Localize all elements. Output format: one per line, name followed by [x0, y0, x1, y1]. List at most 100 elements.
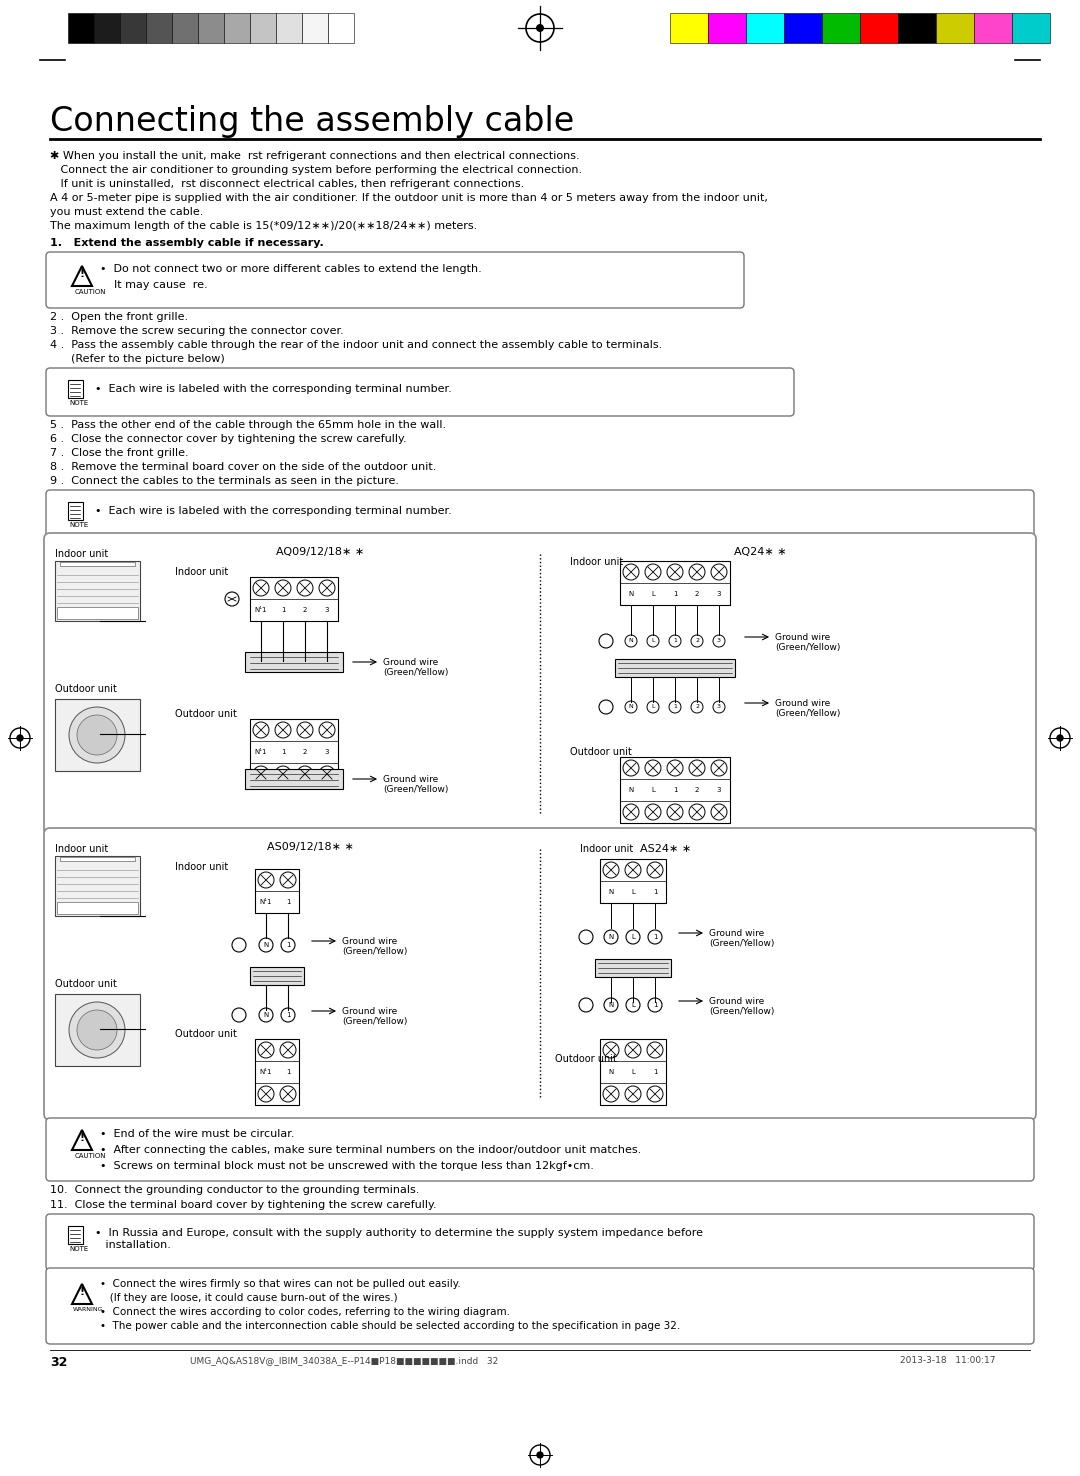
FancyBboxPatch shape	[46, 1213, 1034, 1269]
Circle shape	[623, 564, 639, 580]
Text: •  Screws on terminal block must not be unscrewed with the torque less than 12kg: • Screws on terminal block must not be u…	[100, 1162, 594, 1170]
Text: 1: 1	[652, 1002, 658, 1008]
Bar	[55, 561, 140, 621]
Bar	[302, 13, 328, 43]
Circle shape	[319, 766, 335, 782]
Text: AS24∗ ∗: AS24∗ ∗	[640, 844, 691, 855]
Text: !: !	[80, 1287, 84, 1297]
Bar	[249, 719, 338, 785]
Circle shape	[297, 766, 313, 782]
Bar	[860, 13, 897, 43]
Text: 8 .  Remove the terminal board cover on the side of the outdoor unit.: 8 . Remove the terminal board cover on t…	[50, 462, 436, 472]
Text: Ground wire
(Green/Yellow): Ground wire (Green/Yellow)	[383, 658, 448, 677]
Text: CAUTION: CAUTION	[75, 289, 107, 295]
Text: 3: 3	[717, 590, 721, 596]
Text: 6 .  Close the connector cover by tightening the screw carefully.: 6 . Close the connector cover by tighten…	[50, 434, 407, 444]
Circle shape	[648, 998, 662, 1013]
Text: Indoor unit: Indoor unit	[55, 844, 108, 855]
Text: 1: 1	[652, 889, 658, 894]
FancyBboxPatch shape	[46, 1268, 1034, 1345]
Circle shape	[645, 760, 661, 776]
Text: Ground wire
(Green/Yellow): Ground wire (Green/Yellow)	[383, 775, 448, 794]
Text: •  End of the wire must be circular.: • End of the wire must be circular.	[100, 1129, 295, 1139]
Bar	[600, 1039, 666, 1106]
Text: 1: 1	[286, 1069, 291, 1075]
Text: •  After connecting the cables, make sure terminal numbers on the indoor/outdoor: • After connecting the cables, make sure…	[100, 1145, 642, 1156]
Text: N: N	[629, 787, 634, 793]
Text: 3: 3	[325, 607, 329, 613]
Circle shape	[669, 635, 681, 646]
Text: L: L	[631, 1002, 635, 1008]
Bar	[245, 769, 343, 790]
Circle shape	[1057, 735, 1063, 741]
Text: L: L	[651, 704, 654, 710]
Bar	[172, 13, 198, 43]
Text: L: L	[631, 934, 635, 940]
Bar	[249, 13, 276, 43]
Text: 2: 2	[696, 639, 699, 644]
Text: •  Connect the wires according to color codes, referring to the wiring diagram.: • Connect the wires according to color c…	[100, 1308, 510, 1317]
Bar	[68, 1227, 83, 1244]
Circle shape	[281, 939, 295, 952]
Circle shape	[599, 700, 613, 714]
Circle shape	[713, 635, 725, 646]
Circle shape	[253, 580, 269, 596]
Bar	[57, 607, 138, 618]
Circle shape	[625, 635, 637, 646]
Circle shape	[647, 701, 659, 713]
Bar	[249, 967, 303, 984]
Circle shape	[275, 766, 291, 782]
Bar	[57, 902, 138, 914]
Bar	[784, 13, 822, 43]
Text: Ground wire
(Green/Yellow): Ground wire (Green/Yellow)	[708, 928, 774, 949]
Circle shape	[258, 1042, 274, 1058]
Text: N: N	[629, 590, 634, 596]
Text: 11.  Close the terminal board cover by tightening the screw carefully.: 11. Close the terminal board cover by ti…	[50, 1200, 436, 1210]
Text: L: L	[651, 590, 654, 596]
Text: Ground wire
(Green/Yellow): Ground wire (Green/Yellow)	[775, 633, 840, 652]
Circle shape	[232, 1008, 246, 1021]
Circle shape	[626, 998, 640, 1013]
Circle shape	[645, 564, 661, 580]
Circle shape	[280, 872, 296, 889]
FancyBboxPatch shape	[44, 828, 1036, 1120]
Circle shape	[667, 564, 683, 580]
Text: 1: 1	[286, 942, 291, 948]
Text: N: N	[629, 639, 633, 644]
Text: Indoor unit: Indoor unit	[580, 844, 633, 855]
Circle shape	[69, 707, 125, 763]
Circle shape	[604, 998, 618, 1013]
Text: Indoor unit: Indoor unit	[175, 862, 228, 872]
Circle shape	[275, 722, 291, 738]
Text: 2013-3-18   11:00:17: 2013-3-18 11:00:17	[900, 1356, 996, 1365]
Bar	[55, 856, 140, 917]
Text: !: !	[80, 1134, 84, 1142]
Text: 4 .  Pass the assembly cable through the rear of the indoor unit and connect the: 4 . Pass the assembly cable through the …	[50, 339, 662, 350]
Circle shape	[253, 722, 269, 738]
Text: AQ24∗ ∗: AQ24∗ ∗	[733, 548, 786, 556]
Bar	[146, 13, 172, 43]
Text: Outdoor unit: Outdoor unit	[175, 708, 237, 719]
Text: •  Each wire is labeled with the corresponding terminal number.: • Each wire is labeled with the correspo…	[95, 506, 451, 517]
Text: N: N	[629, 704, 633, 710]
Text: !: !	[80, 269, 84, 279]
Text: N: N	[264, 1013, 269, 1018]
Circle shape	[280, 1042, 296, 1058]
Circle shape	[711, 564, 727, 580]
Circle shape	[625, 701, 637, 713]
Text: 1: 1	[281, 607, 285, 613]
Text: 9 .  Connect the cables to the terminals as seen in the picture.: 9 . Connect the cables to the terminals …	[50, 475, 399, 486]
Text: Connecting the assembly cable: Connecting the assembly cable	[50, 105, 575, 137]
Circle shape	[667, 804, 683, 821]
Bar	[55, 993, 140, 1066]
Text: •  Each wire is labeled with the corresponding terminal number.: • Each wire is labeled with the correspo…	[95, 384, 451, 394]
Circle shape	[319, 580, 335, 596]
Circle shape	[77, 1010, 117, 1049]
Text: Outdoor unit: Outdoor unit	[55, 979, 117, 989]
Circle shape	[626, 930, 640, 945]
Bar	[68, 379, 83, 399]
Text: UMG_AQ&AS18V@_IBIM_34038A_E--P14■P18■■■■■■■.indd   32: UMG_AQ&AS18V@_IBIM_34038A_E--P14■P18■■■■…	[190, 1356, 498, 1365]
Text: 32: 32	[50, 1356, 67, 1370]
Circle shape	[579, 930, 593, 945]
Text: CAUTION: CAUTION	[75, 1153, 107, 1159]
